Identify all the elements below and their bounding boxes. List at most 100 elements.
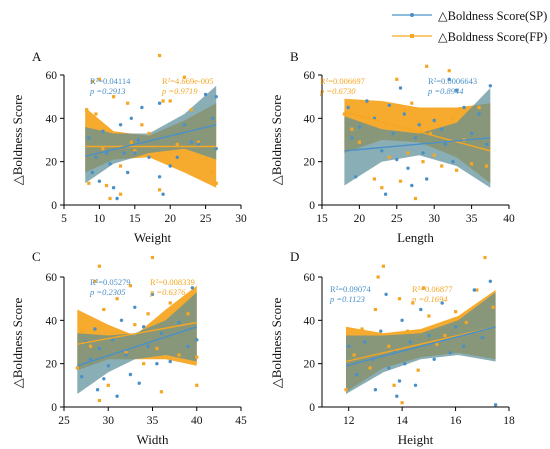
point-fp-c xyxy=(124,351,128,355)
point-sp-b xyxy=(380,149,384,153)
point-fp-b xyxy=(342,112,346,116)
x-tick-label-c: 45 xyxy=(235,415,247,427)
y-tick-label-d: 60 xyxy=(304,272,316,284)
x-axis-title-c: Width xyxy=(137,432,169,447)
point-fp-a xyxy=(126,101,130,105)
point-fp-b xyxy=(477,105,481,110)
point-fp-b xyxy=(398,179,403,183)
point-fp-a xyxy=(214,181,218,185)
point-fp-d xyxy=(405,329,410,333)
x-tick-label-d: 16 xyxy=(450,415,462,427)
annotation-r2-sp-c: R²=0.05279 xyxy=(90,277,131,287)
point-fp-d xyxy=(397,297,402,301)
point-fp-a xyxy=(108,196,112,201)
point-fp-b xyxy=(350,127,354,131)
point-fp-d xyxy=(483,255,487,260)
point-sp-d xyxy=(440,301,444,305)
point-sp-a xyxy=(203,92,208,97)
panel-a: 5 10 15 20 25 30 0 20 40 60 A Weight △Boldness Score… xyxy=(10,49,247,245)
point-sp-a xyxy=(189,140,194,144)
point-fp-c xyxy=(93,279,97,283)
point-fp-d xyxy=(454,310,458,314)
point-sp-b xyxy=(477,112,481,116)
point-sp-d xyxy=(373,388,378,392)
point-sp-d xyxy=(400,318,404,322)
legend-sp-marker xyxy=(410,13,414,17)
y-tick-label-d: 40 xyxy=(304,315,316,327)
point-fp-d xyxy=(360,327,364,331)
point-sp-b xyxy=(413,136,418,140)
point-fp-d xyxy=(443,333,447,338)
y-tick-label-a: 20 xyxy=(46,157,58,169)
point-sp-a xyxy=(97,179,102,183)
y-tick-label-b: 40 xyxy=(304,113,316,125)
point-fp-b xyxy=(387,155,391,159)
y-axis-title-b: △Boldness Score xyxy=(269,95,284,186)
annotation-r2-sp-a: R²=0.04114 xyxy=(90,76,131,86)
point-sp-d xyxy=(395,394,399,398)
point-sp-d xyxy=(419,307,423,312)
point-fp-d xyxy=(475,288,479,292)
annotation-p-sp-a: p =0.2913 xyxy=(89,86,126,96)
point-sp-c xyxy=(142,325,146,329)
point-fp-a xyxy=(94,112,98,116)
point-sp-d xyxy=(387,366,391,370)
point-fp-c xyxy=(80,329,84,333)
annotation-r2-fp-d: R²=0.06877 xyxy=(412,284,453,294)
fit-line-sp-d xyxy=(345,326,496,367)
point-sp-b xyxy=(425,177,429,181)
point-sp-a xyxy=(214,95,218,99)
point-sp-b xyxy=(462,105,466,110)
point-fp-a xyxy=(158,188,162,192)
y-tick-label-b: 60 xyxy=(304,70,316,82)
point-fp-c xyxy=(97,398,101,403)
point-sp-d xyxy=(355,372,359,377)
point-fp-c xyxy=(195,355,199,359)
point-sp-c xyxy=(97,346,102,351)
point-sp-b xyxy=(410,183,414,188)
point-sp-b xyxy=(346,105,350,110)
x-tick-label-b: 15 xyxy=(316,213,328,225)
fit-line-fp-c xyxy=(77,321,197,345)
annotation-r2-fp-a: R²=4.669e-005 xyxy=(162,76,214,86)
point-sp-c xyxy=(102,377,106,381)
y-tick-label-b: 0 xyxy=(309,200,315,212)
point-sp-c xyxy=(133,305,137,309)
point-sp-c xyxy=(106,364,111,368)
point-fp-c xyxy=(89,344,93,348)
point-fp-d xyxy=(400,401,404,405)
point-fp-d xyxy=(491,305,495,309)
annotation-r2-fp-c: R²=0.008339 xyxy=(150,277,195,287)
point-sp-d xyxy=(384,292,388,296)
point-sp-d xyxy=(427,333,431,338)
panel-c: 25 30 35 40 45 0 20 40 60 C Width △Boldness Score R²… xyxy=(10,249,247,447)
point-sp-a xyxy=(161,192,165,196)
point-fp-d xyxy=(392,383,396,387)
point-fp-d xyxy=(411,301,415,305)
panel-letter-a: A xyxy=(32,49,42,64)
legend-sp-label: △Boldness Score(SP) xyxy=(438,9,547,23)
point-fp-a xyxy=(147,131,151,136)
point-fp-b xyxy=(372,177,376,181)
point-sp-c xyxy=(128,372,133,377)
point-sp-b xyxy=(488,84,492,88)
annotation-p-fp-a: p =0.9719 xyxy=(161,86,198,96)
point-fp-c xyxy=(186,312,190,316)
point-sp-a xyxy=(90,170,95,175)
point-fp-c xyxy=(106,383,110,387)
y-tick-label-a: 60 xyxy=(46,70,58,82)
point-fp-a xyxy=(140,123,144,127)
point-fp-a xyxy=(189,108,193,112)
point-sp-a xyxy=(101,129,105,133)
point-sp-a xyxy=(122,151,126,155)
point-fp-a xyxy=(112,95,116,99)
point-sp-d xyxy=(397,379,402,383)
panel-d: 12 14 16 18 0 20 40 60 D Height △Boldness Score R²=… xyxy=(269,249,515,447)
point-fp-c xyxy=(133,323,137,327)
point-sp-a xyxy=(147,155,151,159)
point-fp-b xyxy=(417,121,421,125)
x-tick-label-a: 10 xyxy=(94,213,106,225)
point-fp-d xyxy=(344,388,348,392)
point-sp-a xyxy=(111,186,116,190)
point-sp-c xyxy=(190,286,194,290)
